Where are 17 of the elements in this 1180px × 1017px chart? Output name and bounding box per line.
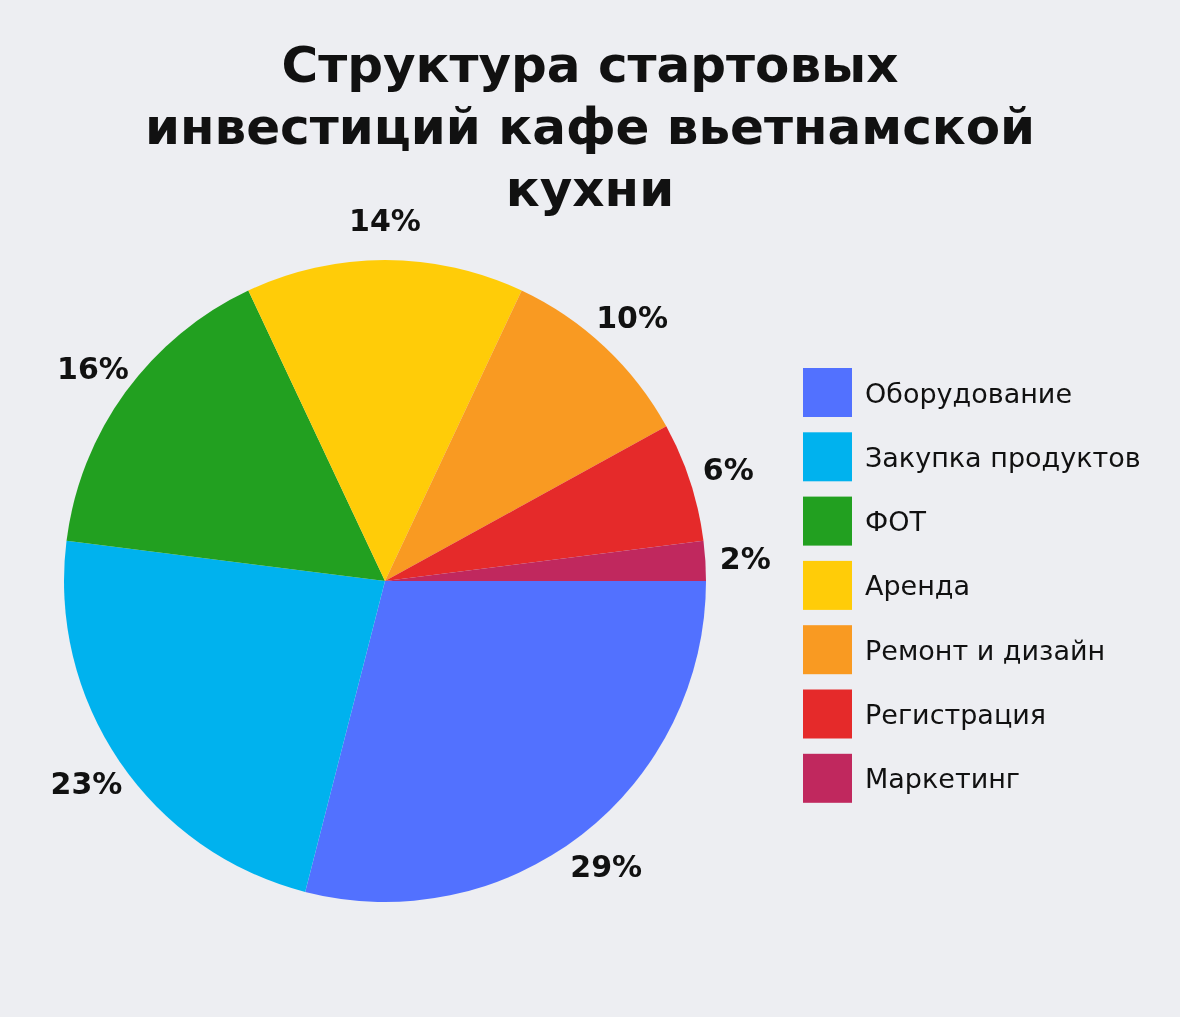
legend-label: Ремонт и дизайн [865, 634, 1106, 666]
data-label: 16% [57, 351, 129, 387]
data-label: 6% [702, 451, 754, 487]
pie-slice [385, 290, 667, 581]
legend-label: Маркетинг [865, 763, 1021, 795]
legend-label: Закупка продуктов [865, 441, 1141, 473]
data-label: 2% [719, 540, 771, 576]
pie-slice [385, 426, 704, 581]
legend-label: Регистрация [865, 699, 1047, 730]
pie-slice [248, 260, 522, 581]
legend-label: Оборудование [865, 377, 1072, 409]
data-label: 29% [570, 848, 643, 884]
data-label: 10% [596, 300, 669, 336]
pie-slice [305, 581, 706, 902]
legend-label: Аренда [865, 570, 971, 602]
data-label: 23% [50, 766, 123, 802]
legend-label: ФОТ [865, 506, 927, 538]
